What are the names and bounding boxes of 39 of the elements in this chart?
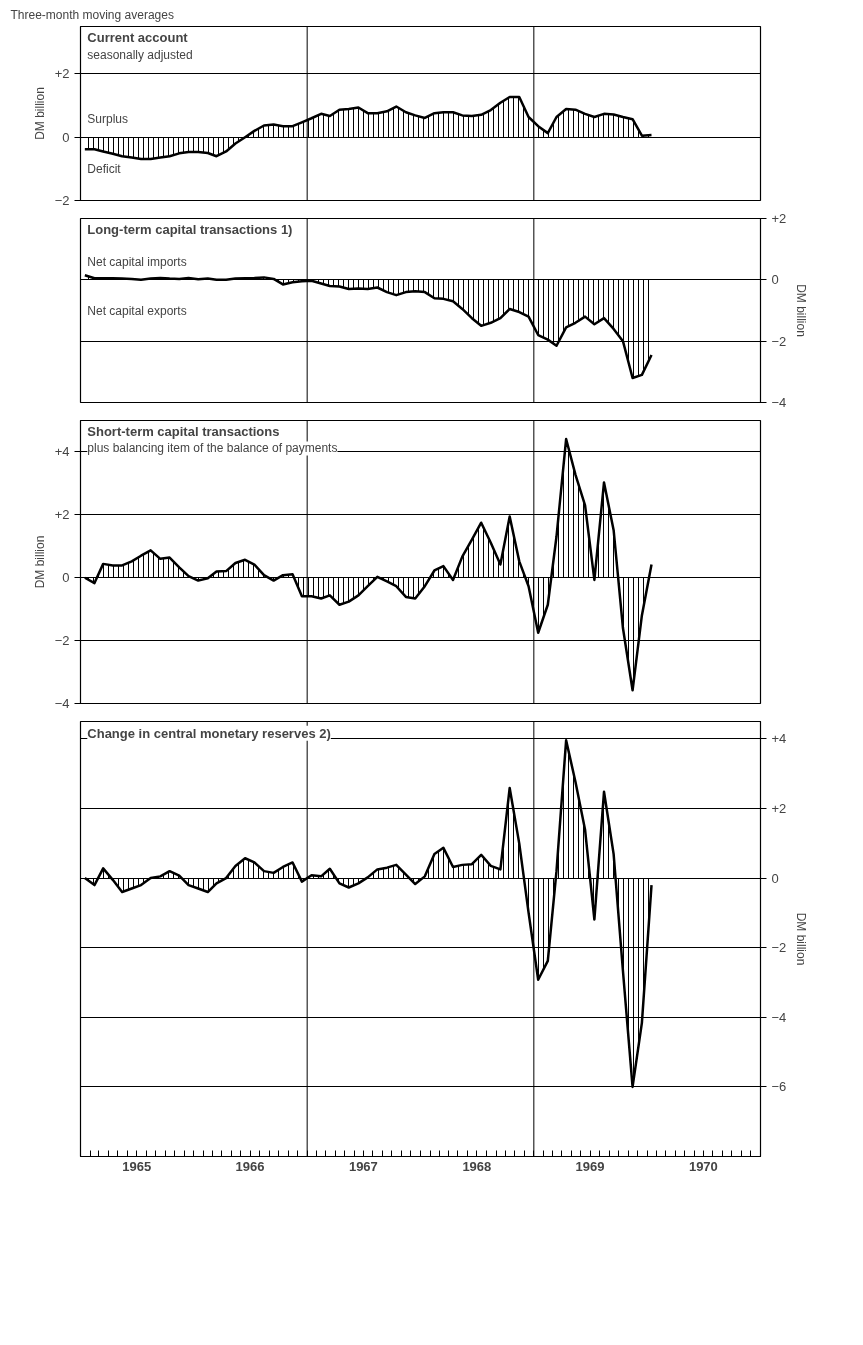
text: plus balancing item of the balance of payments — [87, 441, 338, 456]
y2-tick-label: +2 — [771, 211, 787, 226]
text: Three-month moving averages — [10, 7, 174, 22]
x-tick-label: 1970 — [688, 1158, 718, 1174]
x-tick-label: 1969 — [575, 1158, 605, 1174]
text: seasonally adjusted — [87, 47, 193, 62]
annotation: Deficit — [87, 162, 122, 177]
y-tick-label: +2 — [54, 66, 70, 82]
y2-tick-label: 0 — [771, 272, 779, 288]
x-tick-label: 1965 — [122, 1158, 152, 1174]
chart-title: Change in central monetary reserves 2) — [87, 725, 331, 741]
y-tick-label: 0 — [62, 129, 70, 145]
x-tick-label: 1967 — [348, 1158, 378, 1174]
y2-tick-label: −2 — [771, 333, 787, 349]
y2-tick-label: 0 — [771, 870, 779, 886]
y2-tick-label: +2 — [771, 801, 787, 816]
y-axis-title: DM billion — [32, 535, 47, 589]
y-tick-label: +4 — [54, 444, 70, 460]
y2-tick-label: −6 — [771, 1079, 787, 1095]
chart-title: Current account — [87, 30, 189, 46]
annotation: Net capital imports — [87, 254, 187, 269]
y-tick-label: −4 — [54, 696, 70, 711]
chart-title: Long-term capital transactions 1) — [87, 222, 293, 238]
y-tick-label: −2 — [54, 633, 70, 649]
y2-axis-title: DM billion — [794, 284, 809, 337]
x-tick-label: 1968 — [462, 1158, 492, 1174]
annotation: Surplus — [87, 111, 128, 126]
y2-tick-label: +4 — [771, 731, 787, 747]
y2-axis-title: DM billion — [794, 912, 809, 966]
x-tick-label: 1966 — [235, 1158, 265, 1174]
y-tick-label: −2 — [54, 193, 70, 208]
annotation: Net capital exports — [87, 303, 187, 318]
y-tick-label: +2 — [54, 507, 70, 523]
chart-title: Short-term capital transactions — [87, 424, 280, 440]
y2-tick-label: −4 — [771, 1009, 787, 1025]
y2-tick-label: −2 — [771, 940, 787, 956]
y-axis-title: DM billion — [32, 87, 47, 140]
y2-tick-label: −4 — [771, 395, 787, 410]
y-tick-label: 0 — [62, 570, 70, 586]
